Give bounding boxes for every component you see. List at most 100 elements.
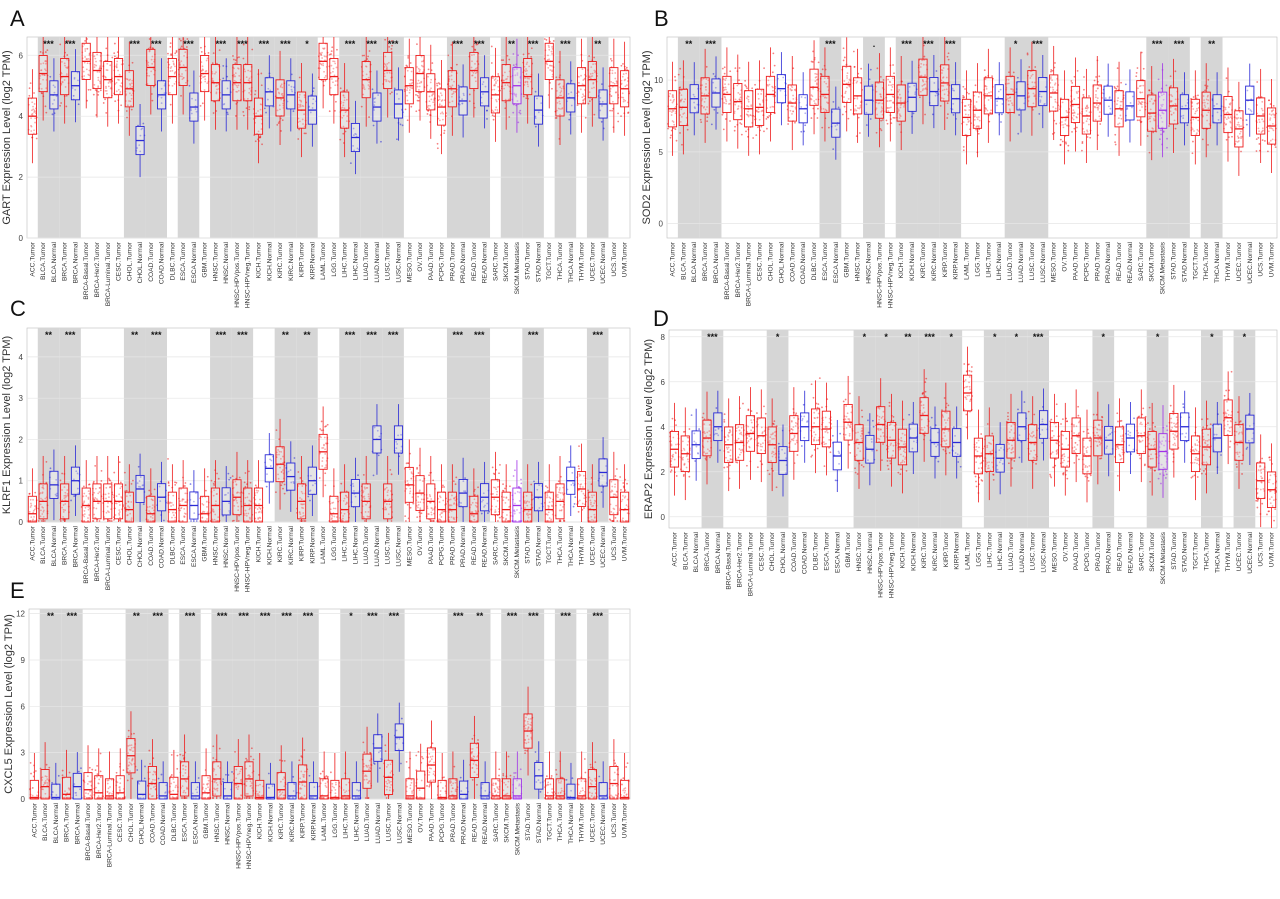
x-tick-label: BRCA-Her2.Tumor bbox=[735, 241, 742, 297]
data-point bbox=[1052, 70, 1054, 72]
data-point bbox=[373, 475, 375, 477]
data-point bbox=[389, 93, 391, 95]
data-point bbox=[734, 67, 736, 69]
data-point bbox=[968, 93, 970, 95]
data-point bbox=[508, 59, 510, 61]
data-point bbox=[336, 49, 338, 51]
data-point bbox=[350, 162, 352, 164]
x-tick-label: BRCA-Luminal.Tumor bbox=[105, 525, 112, 590]
data-point bbox=[105, 112, 107, 114]
significance-label: *** bbox=[65, 330, 76, 340]
box bbox=[341, 492, 349, 522]
x-tick-label: SARC.Tumor bbox=[1138, 241, 1145, 281]
x-tick-label: LUSC.Normal bbox=[1040, 241, 1047, 282]
x-tick-label: LUAD.Tumor bbox=[363, 241, 370, 280]
significance-label: *** bbox=[528, 39, 539, 49]
data-point bbox=[546, 39, 548, 41]
data-point bbox=[1193, 96, 1195, 98]
data-point bbox=[266, 486, 268, 488]
data-point bbox=[620, 115, 622, 117]
data-point bbox=[1000, 121, 1002, 123]
data-point bbox=[151, 100, 153, 102]
x-tick-label: PRAD.Tumor bbox=[449, 241, 456, 281]
data-point bbox=[297, 138, 299, 140]
x-tick-label: CHOL.Tumor bbox=[126, 525, 133, 565]
data-point bbox=[991, 75, 993, 77]
data-point bbox=[170, 54, 172, 56]
data-point bbox=[964, 88, 966, 90]
data-point bbox=[794, 122, 796, 124]
data-point bbox=[169, 46, 171, 48]
x-tick-label: ESCA.Tumor bbox=[180, 525, 187, 564]
data-point bbox=[523, 54, 525, 56]
data-point bbox=[410, 106, 412, 108]
data-point bbox=[298, 129, 300, 131]
data-point bbox=[876, 67, 878, 69]
x-tick-label: ESCA.Normal bbox=[191, 525, 198, 567]
data-point bbox=[126, 110, 128, 112]
x-tick-label: LUAD.Tumor bbox=[363, 525, 370, 564]
data-point bbox=[52, 113, 54, 115]
data-point bbox=[255, 140, 257, 142]
data-point bbox=[763, 67, 765, 69]
data-point bbox=[739, 122, 741, 124]
data-point bbox=[181, 45, 183, 47]
data-point bbox=[363, 55, 365, 57]
x-tick-label: HNSC.Normal bbox=[223, 525, 230, 567]
data-point bbox=[1071, 82, 1073, 84]
data-point bbox=[553, 40, 555, 42]
data-point bbox=[746, 87, 748, 89]
data-point bbox=[428, 68, 430, 70]
x-tick-label: LUSC.Normal bbox=[395, 525, 402, 566]
comparison-band bbox=[1005, 37, 1027, 238]
data-point bbox=[433, 520, 435, 522]
x-tick-label: THCA.Normal bbox=[568, 241, 575, 283]
data-point bbox=[1083, 89, 1085, 91]
data-point bbox=[364, 520, 366, 522]
data-point bbox=[340, 87, 342, 89]
data-point bbox=[854, 66, 856, 68]
x-tick-label: KIRP.Normal bbox=[309, 241, 316, 279]
data-point bbox=[625, 68, 627, 70]
data-point bbox=[302, 520, 304, 522]
data-point bbox=[880, 120, 882, 122]
data-point bbox=[29, 87, 31, 89]
data-point bbox=[853, 51, 855, 53]
data-point bbox=[407, 55, 409, 57]
data-point bbox=[887, 123, 889, 125]
x-tick-label: GBM.Tumor bbox=[202, 525, 209, 561]
data-point bbox=[1204, 90, 1206, 92]
data-point bbox=[676, 140, 678, 142]
data-point bbox=[276, 429, 278, 431]
x-tick-label: LGG.Tumor bbox=[331, 241, 338, 276]
data-point bbox=[601, 121, 603, 123]
data-point bbox=[261, 143, 263, 145]
data-point bbox=[568, 119, 570, 121]
x-tick-label: UCEC.Normal bbox=[600, 241, 607, 283]
data-point bbox=[416, 516, 418, 518]
data-point bbox=[324, 484, 326, 486]
data-point bbox=[588, 103, 590, 105]
x-tick-label: KICH.Normal bbox=[266, 525, 273, 564]
data-point bbox=[744, 80, 746, 82]
data-point bbox=[70, 500, 72, 502]
data-point bbox=[678, 74, 680, 76]
comparison-band bbox=[700, 37, 722, 238]
data-point bbox=[1120, 82, 1122, 84]
data-point bbox=[366, 58, 368, 60]
data-point bbox=[850, 109, 852, 111]
x-tick-label: READ.Normal bbox=[1127, 241, 1134, 283]
panel-letter: B bbox=[654, 6, 669, 31]
data-point bbox=[963, 96, 965, 98]
data-point bbox=[975, 84, 977, 86]
data-point bbox=[518, 111, 520, 113]
data-point bbox=[346, 89, 348, 91]
data-point bbox=[62, 519, 64, 521]
box bbox=[330, 496, 338, 522]
x-tick-label: HNSC.Tumor bbox=[855, 241, 862, 281]
data-point bbox=[617, 113, 619, 115]
data-point bbox=[517, 121, 519, 123]
x-tick-label: MESO.Tumor bbox=[406, 241, 413, 282]
data-point bbox=[508, 116, 510, 118]
